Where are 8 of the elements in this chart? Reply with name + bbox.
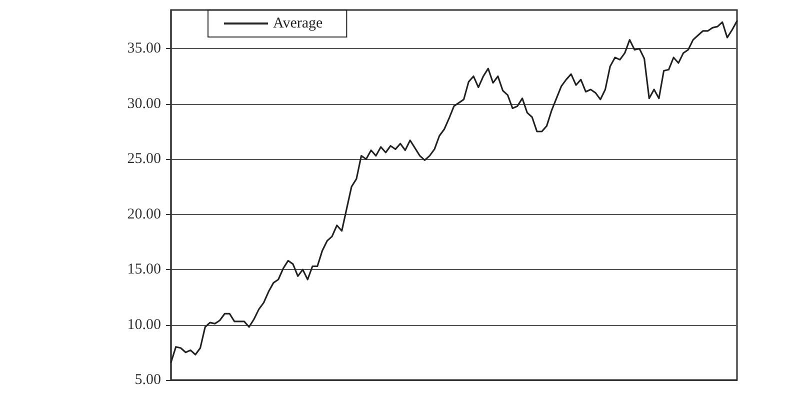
y-tick-label: 5.00 (134, 372, 161, 388)
y-tick-label: 35.00 (127, 40, 161, 57)
legend-label: Average (273, 16, 324, 32)
y-tick-label: 15.00 (127, 262, 161, 278)
y-tick-label: 10.00 (127, 316, 161, 333)
y-tick-label: 25.00 (127, 151, 161, 168)
y-tick-label: 30.00 (127, 96, 161, 112)
y-tick-label: 20.00 (127, 206, 161, 222)
